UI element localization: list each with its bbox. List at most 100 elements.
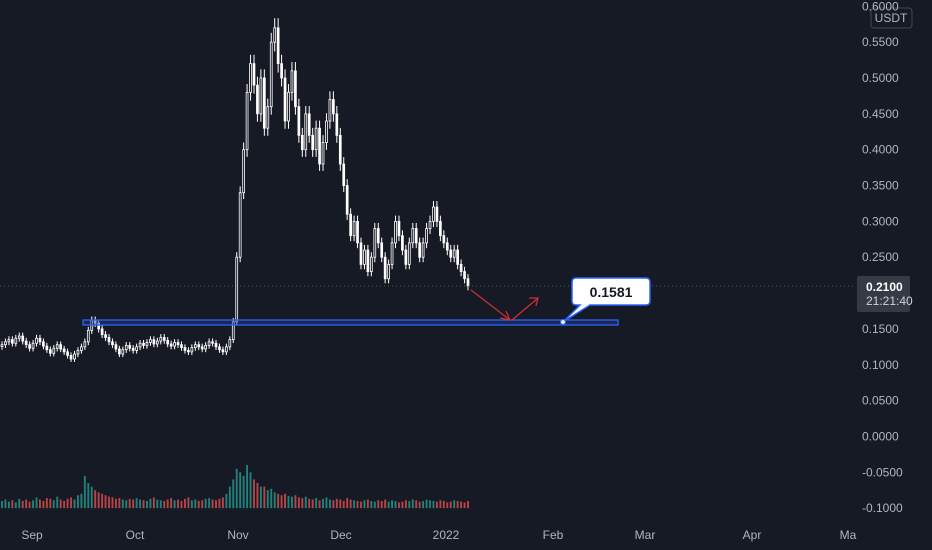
candle-body — [131, 347, 135, 351]
volume-bar — [398, 502, 400, 509]
candle-body — [173, 342, 176, 347]
volume-bar — [118, 498, 121, 509]
volume-bar — [108, 496, 110, 509]
support-zone[interactable] — [82, 319, 619, 326]
candle-body — [390, 242, 394, 265]
volume-bar — [460, 501, 463, 509]
candle-body — [55, 344, 59, 349]
volume-bar — [387, 501, 390, 509]
support-callout-label: 0.1581 — [590, 284, 633, 300]
volume-bar — [377, 500, 380, 509]
candle-body — [297, 106, 301, 136]
volume-bar — [70, 497, 72, 509]
candle-body — [69, 355, 73, 360]
candle-body — [221, 349, 225, 353]
currency-badge — [870, 7, 913, 29]
price-axis[interactable]: USDT 0.6000 0.5500 0.5000 0.4500 0.4000 0.350… — [862, 0, 913, 515]
volume-bar — [11, 500, 14, 509]
candle-body — [290, 70, 294, 93]
volume-bar — [239, 472, 242, 509]
candle-body — [52, 347, 56, 354]
candle-body — [373, 228, 377, 258]
candle-body — [42, 341, 45, 347]
y-tick-label: 0.3500 — [862, 179, 899, 193]
volume-bar — [339, 499, 342, 509]
candle-body — [45, 345, 49, 351]
volume-bar — [315, 498, 318, 509]
candle-body — [407, 242, 411, 265]
volume-bar — [228, 486, 231, 509]
current-price-tag: 0.2100 21:21:40 — [857, 276, 913, 312]
candle-body — [11, 339, 14, 344]
volume-bar — [90, 486, 93, 509]
y-tick-label: 0.3000 — [862, 214, 899, 228]
volume-bar — [1, 500, 3, 509]
volume-bar — [49, 498, 52, 509]
volume-bar — [308, 498, 311, 509]
volume-bar — [149, 498, 152, 509]
candle-body — [266, 106, 270, 129]
volume-bar — [135, 498, 138, 509]
support-callout[interactable]: 0.1581 — [559, 277, 651, 326]
volume-bar — [318, 500, 321, 509]
volume-bar — [270, 488, 273, 509]
x-tick-label: Mar — [635, 528, 656, 542]
candle-body — [183, 347, 187, 351]
volume-bar — [180, 500, 183, 509]
currency-label: USDT — [875, 11, 908, 25]
candle-body — [118, 348, 121, 355]
candle-body — [0, 344, 4, 347]
candle-body — [197, 344, 201, 348]
volume-bar — [442, 500, 445, 509]
volume-bar — [415, 500, 418, 509]
volume-bar — [263, 486, 266, 509]
candle-body — [369, 256, 373, 272]
volume-bar — [449, 501, 452, 509]
candle-body — [86, 329, 90, 343]
candle-body — [21, 335, 25, 342]
volume-bar — [159, 500, 162, 509]
candle-body — [149, 339, 152, 343]
candle-body — [111, 341, 114, 346]
candle-body — [218, 346, 221, 351]
projection-arrows[interactable] — [470, 289, 539, 321]
volume-bar — [425, 499, 428, 509]
volume-bar — [463, 502, 466, 509]
candle-body — [300, 134, 304, 151]
volume-bar — [73, 499, 76, 509]
candle-body — [404, 249, 408, 265]
candle-body — [142, 342, 145, 346]
callout-box — [562, 277, 651, 323]
volume-bar — [246, 465, 249, 509]
time-axis[interactable]: Sep Oct Nov Dec 2022 Feb Mar Apr Ma — [21, 528, 856, 542]
candle-body — [445, 242, 449, 251]
volume-bar — [439, 500, 442, 509]
candle-body — [62, 348, 66, 353]
candle-body — [311, 134, 315, 151]
volume-bar — [432, 500, 435, 509]
candle-body — [97, 322, 101, 330]
volume-bar — [356, 500, 359, 509]
candle-body — [456, 249, 459, 265]
x-tick-label: Dec — [330, 528, 351, 542]
candle-body — [66, 351, 69, 356]
volume-bar — [453, 500, 456, 509]
candle-body — [231, 321, 235, 341]
volume-bar — [311, 499, 314, 509]
volume-bar — [370, 500, 373, 509]
candle-body — [397, 220, 401, 237]
candle-body — [80, 346, 83, 351]
volume-bar — [349, 499, 352, 509]
volume-bar — [114, 498, 117, 509]
y-tick-label: -0.1000 — [862, 501, 903, 515]
x-tick-label: 2022 — [433, 528, 460, 542]
candle-body — [242, 149, 245, 194]
candle-body — [135, 346, 138, 351]
candle-body — [356, 220, 359, 244]
volume-bars-group — [1, 465, 469, 509]
current-price-bg — [857, 276, 910, 312]
y-tick-label: 0.6000 — [862, 0, 899, 13]
volume-bar — [94, 490, 97, 509]
x-tick-label: Feb — [543, 528, 564, 542]
